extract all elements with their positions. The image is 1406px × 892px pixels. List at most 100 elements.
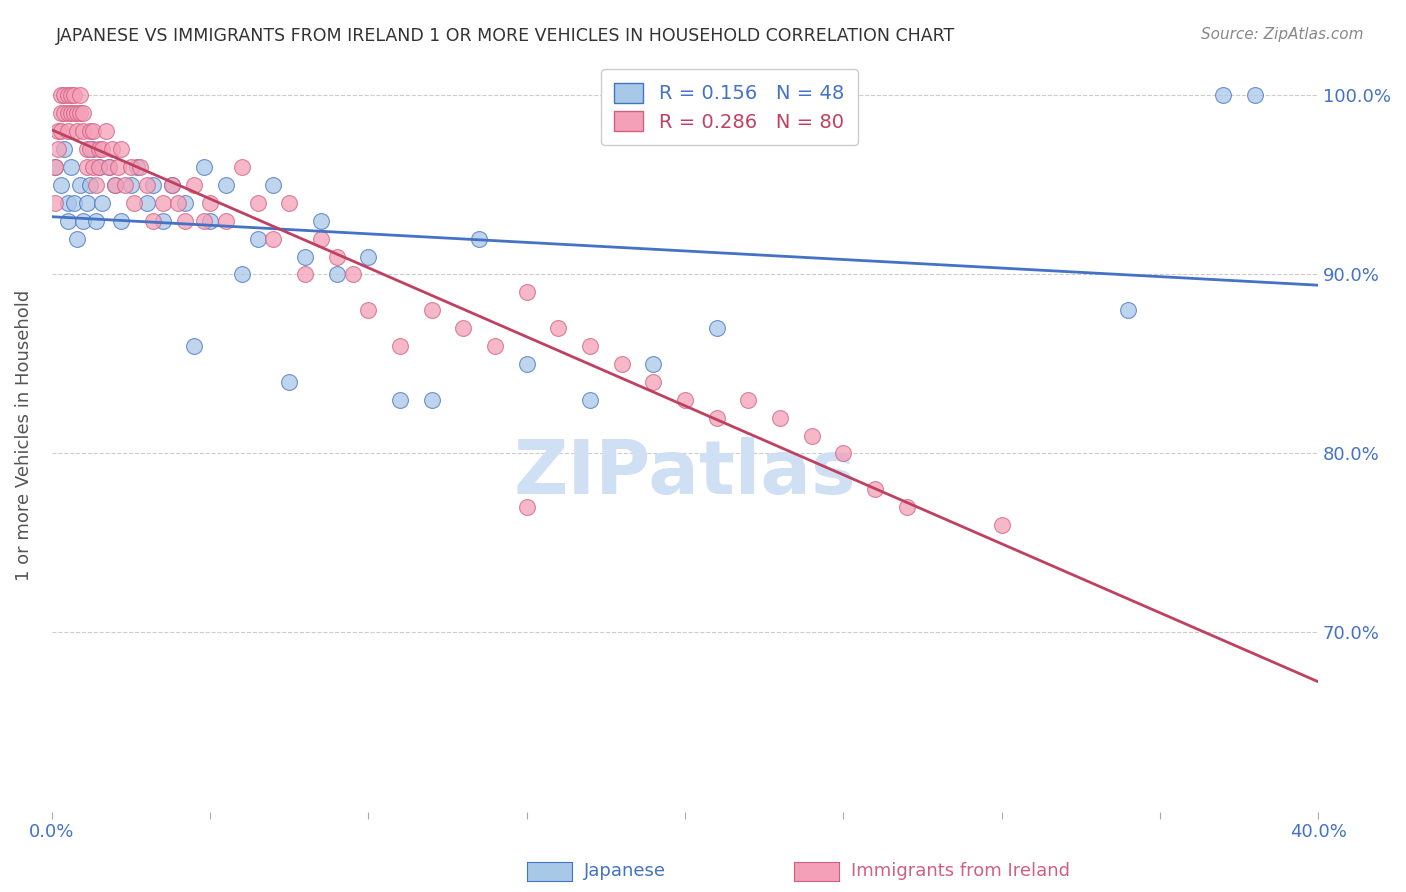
Point bbox=[357, 303, 380, 318]
Point bbox=[69, 178, 91, 192]
Point bbox=[516, 500, 538, 515]
Legend: R = 0.156   N = 48, R = 0.286   N = 80: R = 0.156 N = 48, R = 0.286 N = 80 bbox=[600, 70, 858, 145]
Point bbox=[46, 142, 69, 156]
Point bbox=[72, 213, 94, 227]
Point bbox=[82, 160, 104, 174]
Point bbox=[990, 518, 1012, 533]
Point bbox=[51, 178, 73, 192]
Point bbox=[59, 160, 82, 174]
Point bbox=[231, 268, 253, 282]
Point bbox=[706, 321, 728, 335]
Point bbox=[110, 213, 132, 227]
Point bbox=[56, 213, 79, 227]
Point bbox=[56, 88, 79, 103]
Point bbox=[357, 250, 380, 264]
Text: Japanese: Japanese bbox=[583, 863, 665, 880]
Point bbox=[63, 106, 86, 120]
Point bbox=[91, 195, 114, 210]
Point bbox=[420, 392, 443, 407]
Point bbox=[309, 213, 332, 227]
Point bbox=[44, 195, 66, 210]
Point bbox=[198, 195, 221, 210]
Point bbox=[53, 106, 76, 120]
Point bbox=[160, 178, 183, 192]
Point bbox=[262, 232, 284, 246]
Point bbox=[84, 213, 107, 227]
Point bbox=[127, 160, 149, 174]
Point bbox=[420, 303, 443, 318]
Point bbox=[63, 195, 86, 210]
Point bbox=[896, 500, 918, 515]
Point bbox=[46, 124, 69, 138]
Point bbox=[173, 195, 195, 210]
Point bbox=[547, 321, 569, 335]
Point bbox=[579, 392, 602, 407]
Point bbox=[800, 428, 823, 442]
Point bbox=[294, 250, 316, 264]
Point bbox=[173, 213, 195, 227]
Point bbox=[89, 160, 111, 174]
Point bbox=[183, 339, 205, 353]
Point bbox=[101, 142, 124, 156]
Point bbox=[51, 106, 73, 120]
Point bbox=[262, 178, 284, 192]
Point bbox=[388, 339, 411, 353]
Point bbox=[53, 88, 76, 103]
Point bbox=[1116, 303, 1139, 318]
Point bbox=[79, 142, 101, 156]
Point bbox=[76, 195, 98, 210]
Text: Source: ZipAtlas.com: Source: ZipAtlas.com bbox=[1201, 27, 1364, 42]
Point bbox=[484, 339, 506, 353]
Point bbox=[76, 160, 98, 174]
Text: Immigrants from Ireland: Immigrants from Ireland bbox=[851, 863, 1070, 880]
Point bbox=[183, 178, 205, 192]
Point bbox=[193, 213, 215, 227]
Point bbox=[832, 446, 855, 460]
Point bbox=[66, 232, 89, 246]
Point bbox=[69, 106, 91, 120]
Point bbox=[104, 178, 127, 192]
Text: JAPANESE VS IMMIGRANTS FROM IRELAND 1 OR MORE VEHICLES IN HOUSEHOLD CORRELATION : JAPANESE VS IMMIGRANTS FROM IRELAND 1 OR… bbox=[56, 27, 956, 45]
Point bbox=[97, 160, 120, 174]
Point bbox=[135, 178, 157, 192]
Point bbox=[94, 124, 117, 138]
Point bbox=[342, 268, 364, 282]
Point bbox=[673, 392, 696, 407]
Point bbox=[246, 195, 269, 210]
Point bbox=[91, 142, 114, 156]
Point bbox=[56, 124, 79, 138]
Point bbox=[579, 339, 602, 353]
Point bbox=[107, 160, 129, 174]
Point bbox=[135, 195, 157, 210]
Point bbox=[142, 178, 165, 192]
Point bbox=[59, 106, 82, 120]
Point bbox=[294, 268, 316, 282]
Point bbox=[215, 178, 238, 192]
Point bbox=[246, 232, 269, 246]
Point bbox=[69, 88, 91, 103]
Point bbox=[388, 392, 411, 407]
Point bbox=[82, 142, 104, 156]
Point bbox=[278, 195, 301, 210]
Point bbox=[1212, 88, 1234, 103]
Point bbox=[167, 195, 190, 210]
Point bbox=[66, 106, 89, 120]
Point bbox=[56, 195, 79, 210]
Point bbox=[120, 160, 142, 174]
Point bbox=[104, 178, 127, 192]
Point bbox=[643, 375, 665, 389]
Point bbox=[863, 483, 886, 497]
Point bbox=[122, 195, 145, 210]
Point bbox=[120, 178, 142, 192]
Point bbox=[63, 88, 86, 103]
Point bbox=[79, 124, 101, 138]
Point bbox=[325, 268, 347, 282]
Point bbox=[231, 160, 253, 174]
Point bbox=[278, 375, 301, 389]
Point bbox=[51, 88, 73, 103]
Point bbox=[706, 410, 728, 425]
Point bbox=[84, 178, 107, 192]
Point bbox=[97, 160, 120, 174]
Point bbox=[72, 106, 94, 120]
Point bbox=[160, 178, 183, 192]
